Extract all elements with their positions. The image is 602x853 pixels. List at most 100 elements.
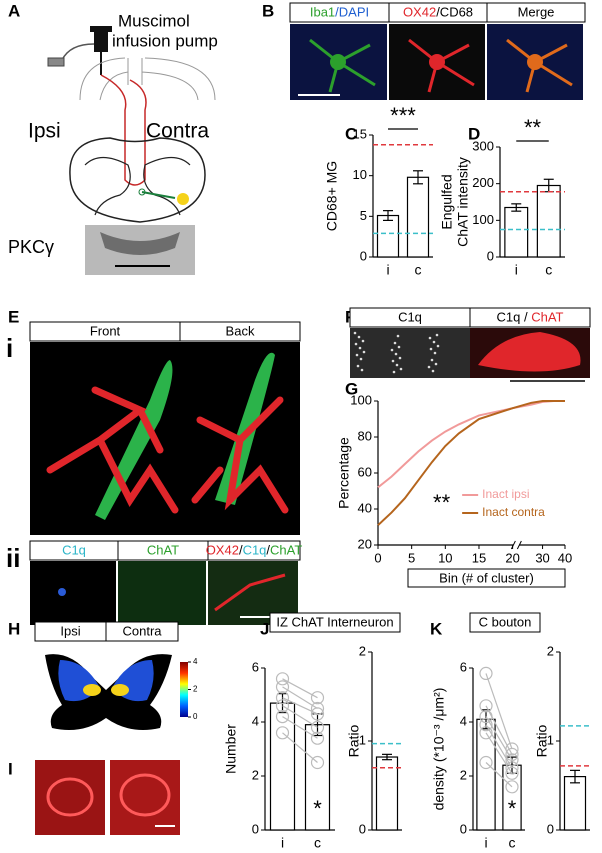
- y-tick-label: 4: [460, 713, 467, 728]
- pair-line: [282, 732, 318, 763]
- image-header-part: ChAT: [147, 543, 179, 558]
- overlay-cell: [214, 573, 286, 612]
- pair-point: [275, 726, 290, 740]
- spinal-cord: [69, 137, 206, 223]
- y-tick-label: 0: [460, 821, 467, 836]
- image-header-part: C1q: [398, 310, 422, 325]
- y-tick-label: 200: [472, 175, 494, 190]
- image-header: Iba1/DAPI: [310, 5, 369, 20]
- pair-point: [479, 709, 493, 724]
- render-neuron: [215, 352, 275, 505]
- header: Ipsi: [60, 623, 80, 638]
- density-hot: [83, 684, 101, 696]
- c1q-puncta: [359, 357, 363, 361]
- pair-line: [282, 716, 318, 739]
- neuron-dot: [177, 193, 189, 205]
- bar: [376, 214, 400, 258]
- cell-body: [527, 54, 543, 70]
- x-tick-label: c: [545, 262, 552, 278]
- chat-cell: [478, 332, 581, 372]
- y-tick-label: 2: [359, 643, 366, 658]
- x-tick-label: 15: [472, 550, 486, 565]
- c1q-puncta: [434, 362, 438, 366]
- pair-point: [310, 701, 325, 716]
- series-line: [377, 400, 565, 489]
- pair-point: [505, 761, 519, 775]
- panel-letter: J: [260, 619, 269, 638]
- pair-line: [485, 673, 513, 750]
- y-tick-label: 2: [547, 643, 554, 658]
- c1q-puncta: [432, 340, 436, 344]
- c1q-puncta: [428, 336, 432, 340]
- c1q-puncta: [392, 370, 396, 374]
- image-header-part: /: [266, 543, 270, 558]
- y-tick-label: 40: [358, 500, 372, 515]
- image-header-part: Merge: [518, 5, 555, 20]
- neuron: [46, 777, 94, 817]
- x-tick-label: 0: [374, 550, 381, 565]
- significance: **: [524, 115, 542, 140]
- x-tick-label: c: [509, 835, 516, 851]
- tubing: [100, 74, 147, 186]
- image-header-part: /DAPI: [335, 5, 369, 20]
- y-tick-label: 20: [358, 536, 372, 551]
- pump-label: Muscimol: [118, 11, 190, 30]
- c1q-puncta: [398, 356, 402, 360]
- c1q-puncta: [394, 352, 398, 356]
- pair-point: [310, 755, 325, 770]
- axis-break: [513, 399, 520, 549]
- pair-line: [282, 705, 318, 728]
- pair-line: [485, 716, 513, 761]
- y-tick-label: 300: [472, 138, 494, 153]
- significance: *: [313, 796, 322, 821]
- c1q-puncta: [356, 364, 360, 368]
- x-tick-label: 30: [535, 550, 549, 565]
- y-tick-label: 0: [360, 248, 367, 263]
- significance: *: [508, 796, 517, 821]
- c1q-puncta: [399, 367, 403, 371]
- image-header-box: [207, 540, 301, 561]
- y-tick-label: 1: [359, 732, 366, 747]
- bar: [304, 724, 331, 831]
- image-header: OX42/C1q/ChAT: [206, 543, 303, 558]
- pair-point: [505, 753, 519, 767]
- axis-break-mark: [516, 540, 522, 550]
- pump-label: infusion pump: [112, 31, 218, 50]
- panel-letter: H: [8, 619, 20, 638]
- x-tick-label: i: [484, 835, 487, 851]
- pair-point: [310, 707, 325, 721]
- header-box: [105, 621, 179, 642]
- x-label-box: [407, 568, 566, 588]
- image-header: C1q: [62, 543, 86, 558]
- image-header-part: OX42: [403, 5, 436, 20]
- c1q-puncta: [360, 368, 364, 372]
- c1q-puncta: [430, 358, 434, 362]
- pair-point: [275, 691, 290, 705]
- y-axis-label: Ratio: [534, 724, 550, 757]
- image-header: OX42/CD68: [403, 5, 473, 20]
- image-header-part: C1q /: [497, 310, 532, 325]
- legend-label: Inact ipsi: [482, 487, 529, 501]
- row-label: ii: [6, 543, 20, 573]
- series-line: [377, 400, 565, 526]
- pair-point: [479, 755, 493, 770]
- bar: [269, 702, 296, 831]
- c1q-puncta: [435, 333, 439, 337]
- panel-letter: E: [8, 307, 19, 326]
- pair-line: [485, 732, 513, 774]
- panel-letter: G: [345, 379, 358, 398]
- image-header-part: C1q: [62, 543, 86, 558]
- x-axis-label: Bin (# of cluster): [439, 570, 534, 585]
- y-axis-label: density (*10⁻³ /μm²): [431, 688, 447, 811]
- y-tick-label: 4: [252, 713, 259, 728]
- bar: [563, 775, 587, 831]
- pair-point: [310, 720, 325, 735]
- view-header-box: [179, 321, 301, 342]
- image-header-part: C1q: [243, 543, 267, 558]
- image-header: ChAT: [147, 543, 179, 558]
- micrograph: [30, 561, 116, 625]
- pump-body: [94, 30, 108, 52]
- chart-title: IZ ChAT Interneuron: [276, 614, 393, 629]
- y-tick-label: 15: [353, 126, 367, 141]
- significance: **: [433, 490, 451, 515]
